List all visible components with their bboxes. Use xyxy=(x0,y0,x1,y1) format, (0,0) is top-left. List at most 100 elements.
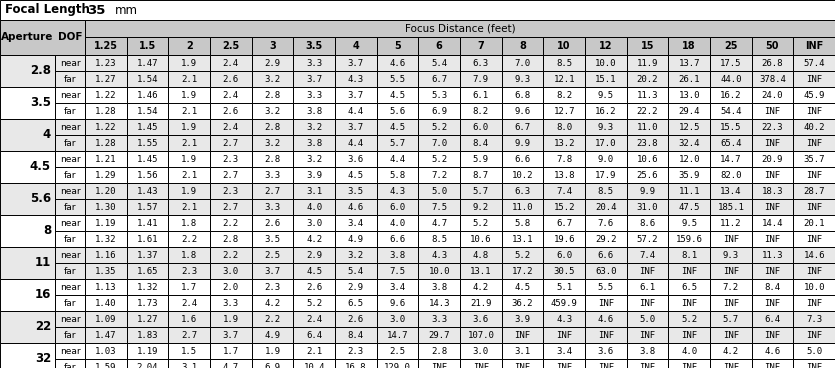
Text: far: far xyxy=(63,234,76,244)
Text: 32.4: 32.4 xyxy=(678,138,700,148)
Bar xyxy=(55,215,85,231)
Bar xyxy=(418,311,460,327)
Bar xyxy=(460,37,502,55)
Bar xyxy=(793,343,835,359)
Bar xyxy=(585,71,626,87)
Text: 5.0: 5.0 xyxy=(806,347,822,355)
Bar xyxy=(335,55,377,71)
Text: 2.9: 2.9 xyxy=(265,59,281,67)
Bar xyxy=(502,119,544,135)
Bar xyxy=(460,311,502,327)
Bar xyxy=(626,55,668,71)
Bar xyxy=(85,167,127,183)
Bar xyxy=(127,55,169,71)
Text: 2.6: 2.6 xyxy=(265,219,281,227)
Text: 16.2: 16.2 xyxy=(595,106,616,116)
Text: 13.1: 13.1 xyxy=(512,234,534,244)
Text: 50: 50 xyxy=(766,41,779,51)
Text: 15: 15 xyxy=(640,41,655,51)
Text: 57.2: 57.2 xyxy=(637,234,658,244)
Bar xyxy=(418,247,460,263)
Text: 2.0: 2.0 xyxy=(223,283,239,291)
Text: 6.3: 6.3 xyxy=(514,187,530,195)
Text: near: near xyxy=(59,155,80,163)
Bar xyxy=(169,231,210,247)
Bar xyxy=(793,37,835,55)
Bar xyxy=(626,135,668,151)
Bar xyxy=(127,183,169,199)
Bar xyxy=(169,215,210,231)
Text: 7.3: 7.3 xyxy=(806,315,822,323)
Text: 5.4: 5.4 xyxy=(431,59,448,67)
Text: 3.7: 3.7 xyxy=(306,74,322,84)
Text: INF: INF xyxy=(723,234,739,244)
Text: 3.2: 3.2 xyxy=(265,138,281,148)
Text: 13.4: 13.4 xyxy=(720,187,741,195)
Bar xyxy=(377,71,418,87)
Text: 17.2: 17.2 xyxy=(512,266,534,276)
Bar xyxy=(668,55,710,71)
Bar xyxy=(710,263,752,279)
Text: 2.1: 2.1 xyxy=(181,138,197,148)
Text: 31.0: 31.0 xyxy=(637,202,658,212)
Text: INF: INF xyxy=(764,234,781,244)
Bar xyxy=(0,151,55,183)
Text: INF: INF xyxy=(681,362,697,368)
Text: 11.0: 11.0 xyxy=(512,202,534,212)
Text: DOF: DOF xyxy=(58,32,83,42)
Text: INF: INF xyxy=(723,298,739,308)
Text: 10.0: 10.0 xyxy=(595,59,616,67)
Bar xyxy=(85,55,127,71)
Bar xyxy=(0,343,55,368)
Bar xyxy=(85,295,127,311)
Bar xyxy=(210,87,251,103)
Text: 4.9: 4.9 xyxy=(265,330,281,340)
Text: 7.0: 7.0 xyxy=(514,59,530,67)
Text: 9.3: 9.3 xyxy=(514,74,530,84)
Bar xyxy=(335,135,377,151)
Text: 25.6: 25.6 xyxy=(637,170,658,180)
Bar xyxy=(544,247,585,263)
Text: INF: INF xyxy=(681,266,697,276)
Text: 8.2: 8.2 xyxy=(556,91,572,99)
Text: 5.1: 5.1 xyxy=(556,283,572,291)
Bar xyxy=(335,231,377,247)
Text: 2.8: 2.8 xyxy=(223,234,239,244)
Text: 4.6: 4.6 xyxy=(764,347,781,355)
Bar xyxy=(251,37,293,55)
Bar xyxy=(418,215,460,231)
Bar xyxy=(85,119,127,135)
Text: 6.1: 6.1 xyxy=(640,283,655,291)
Bar xyxy=(544,263,585,279)
Bar xyxy=(85,87,127,103)
Bar xyxy=(418,343,460,359)
Text: 4.4: 4.4 xyxy=(347,138,364,148)
Bar xyxy=(460,279,502,295)
Text: 2.1: 2.1 xyxy=(181,170,197,180)
Bar xyxy=(210,55,251,71)
Text: INF: INF xyxy=(806,202,822,212)
Text: 1.21: 1.21 xyxy=(95,155,117,163)
Text: 5.3: 5.3 xyxy=(431,91,448,99)
Text: 2.2: 2.2 xyxy=(223,219,239,227)
Text: 2.3: 2.3 xyxy=(347,347,364,355)
Bar xyxy=(710,247,752,263)
Bar xyxy=(55,199,85,215)
Text: INF: INF xyxy=(640,298,655,308)
Text: 2.4: 2.4 xyxy=(223,123,239,131)
Text: INF: INF xyxy=(431,362,448,368)
Text: 63.0: 63.0 xyxy=(595,266,616,276)
Text: 4.5: 4.5 xyxy=(30,160,51,173)
Bar xyxy=(55,103,85,119)
Text: 129.0: 129.0 xyxy=(384,362,411,368)
Bar xyxy=(585,295,626,311)
Text: 1.37: 1.37 xyxy=(137,251,159,259)
Bar xyxy=(85,311,127,327)
Text: 6.4: 6.4 xyxy=(306,330,322,340)
Text: INF: INF xyxy=(806,266,822,276)
Text: 3.3: 3.3 xyxy=(306,91,322,99)
Text: 11.1: 11.1 xyxy=(678,187,700,195)
Text: near: near xyxy=(59,123,80,131)
Bar xyxy=(55,247,85,263)
Text: 1.27: 1.27 xyxy=(95,74,117,84)
